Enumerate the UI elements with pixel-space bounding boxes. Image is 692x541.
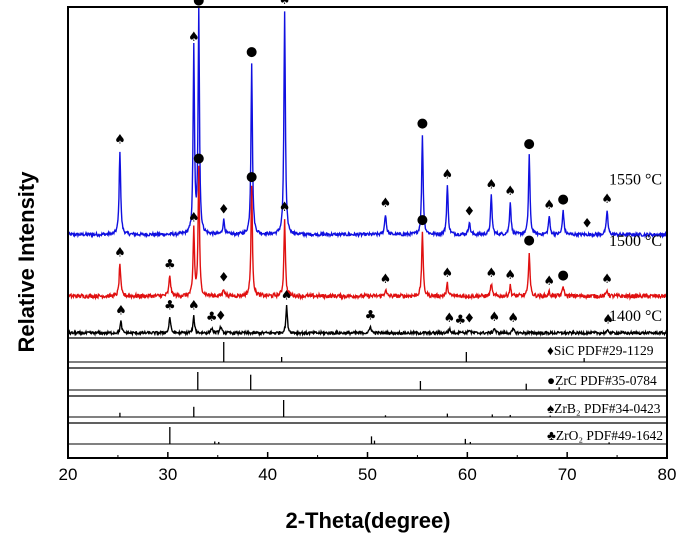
peak-marker-circle: ● — [246, 44, 257, 59]
plot-frame — [67, 6, 668, 459]
peak-marker-circle: ● — [193, 151, 204, 166]
peak-marker-diamond: ♦ — [581, 217, 593, 232]
peak-marker-spade: ♠ — [504, 184, 516, 199]
peak-marker-club: ♣ — [164, 299, 176, 314]
reference-symbol: ♦ — [547, 343, 554, 358]
peak-marker-spade: ♠ — [279, 0, 291, 8]
peak-marker-diamond: ♦ — [464, 204, 476, 219]
reference-label: ●ZrC PDF#35-0784 — [547, 373, 657, 388]
y-axis-label: Relative Intensity — [14, 171, 39, 353]
peak-marker-spade: ♠ — [114, 133, 126, 148]
reference-label: ♣ZrO₂ PDF#49-1642 — [547, 428, 663, 443]
plot-area: ♠♠●♦●♠♠●♠♦♠ ♠●♠ ●♦♠1550 °C♠♣♠●♦●♠♠●♠ ♠ ♠●♠ ● ♠… — [67, 0, 668, 337]
peak-marker-spade: ♠ — [507, 311, 519, 326]
x-tick-label: 80 — [658, 465, 677, 484]
peak-marker-circle: ● — [417, 213, 428, 228]
x-tick-label: 70 — [558, 465, 577, 484]
peak-marker-club: ♣ — [455, 313, 467, 328]
peak-marker-diamond: ♦ — [464, 312, 476, 327]
reference-symbol: ♠ — [547, 401, 554, 416]
peak-marker-spade: ♠ — [281, 288, 293, 303]
peak-marker-spade: ♠ — [380, 272, 392, 287]
peak-marker-circle: ● — [558, 192, 569, 207]
peak-marker-club: ♣ — [365, 308, 377, 323]
series-line-0 — [67, 7, 668, 239]
peak-marker-circle: ● — [558, 268, 569, 283]
peak-marker-spade: ♠ — [188, 30, 200, 45]
reference-name: ZrO₂ PDF#49-1642 — [556, 428, 663, 443]
peak-marker-spade: ♠ — [380, 196, 392, 211]
peak-marker-club: ♣ — [164, 258, 176, 273]
peak-marker-diamond: ♦ — [218, 271, 230, 286]
peak-marker-spade: ♠ — [442, 266, 454, 281]
peak-marker-spade: ♠ — [115, 304, 127, 319]
peak-marker-spade: ♠ — [504, 268, 516, 283]
reference-name: SiC PDF#29-1129 — [554, 343, 654, 358]
reference-name: ZrC PDF#35-0784 — [555, 373, 657, 388]
series-label: 1400 °C — [609, 308, 662, 325]
series-line-1 — [67, 165, 668, 301]
peak-marker-diamond: ♦ — [215, 309, 227, 324]
peak-marker-circle: ● — [193, 0, 204, 8]
peak-marker-diamond: ♦ — [218, 202, 230, 217]
peak-marker-spade: ♠ — [601, 272, 613, 287]
x-axis-label: 2-Theta(degree) — [285, 508, 450, 533]
reference-name: ZrB₂ PDF#34-0423 — [554, 401, 661, 416]
reference-label: ♦SiC PDF#29-1129 — [547, 343, 654, 358]
x-tick-label: 50 — [358, 465, 377, 484]
reference-label: ♠ZrB₂ PDF#34-0423 — [547, 401, 661, 416]
peak-marker-spade: ♠ — [488, 310, 500, 325]
reference-symbol: ♣ — [547, 428, 556, 443]
peak-marker-spade: ♠ — [444, 311, 456, 326]
peak-marker-circle: ● — [524, 137, 535, 152]
peak-marker-spade: ♠ — [485, 266, 497, 281]
series-label: 1550 °C — [609, 172, 662, 189]
peak-marker-spade: ♠ — [543, 274, 555, 289]
peak-marker-spade: ♠ — [543, 198, 555, 213]
series-line-2 — [67, 305, 668, 337]
peak-marker-spade: ♠ — [279, 200, 291, 215]
peak-marker-spade: ♠ — [602, 313, 614, 328]
x-tick-label: 20 — [59, 465, 78, 484]
reference-symbol: ● — [547, 373, 555, 388]
peak-marker-spade: ♠ — [188, 210, 200, 225]
peak-marker-spade: ♠ — [601, 192, 613, 207]
peak-marker-circle: ● — [246, 169, 257, 184]
reference-panels: ♦SiC PDF#29-1129●ZrC PDF#35-0784♠ZrB₂ PD… — [68, 337, 667, 445]
series-label: 1500 °C — [609, 233, 662, 250]
peak-marker-spade: ♠ — [188, 299, 200, 314]
x-tick-label: 60 — [458, 465, 477, 484]
x-tick-label: 30 — [158, 465, 177, 484]
peak-marker-club: ♣ — [206, 310, 218, 325]
peak-marker-spade: ♠ — [114, 245, 126, 260]
peak-marker-circle: ● — [417, 116, 428, 131]
peak-marker-spade: ♠ — [485, 178, 497, 193]
x-axis: 20 30 40 50 60 70 80 — [59, 452, 677, 484]
x-tick-label: 40 — [258, 465, 277, 484]
peak-marker-circle: ● — [524, 233, 535, 248]
peak-marker-spade: ♠ — [442, 167, 454, 182]
